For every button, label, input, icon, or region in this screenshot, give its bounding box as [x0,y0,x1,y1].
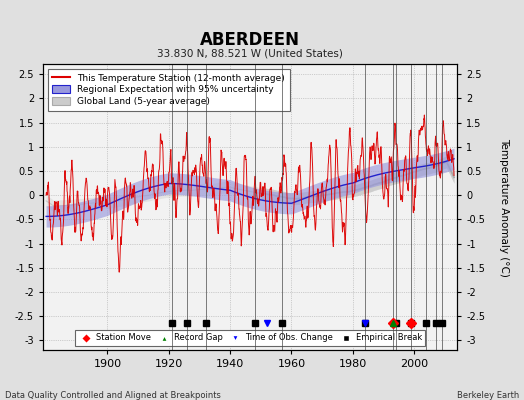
Text: Berkeley Earth: Berkeley Earth [456,391,519,400]
Text: 33.830 N, 88.521 W (United States): 33.830 N, 88.521 W (United States) [157,49,343,59]
Text: Data Quality Controlled and Aligned at Breakpoints: Data Quality Controlled and Aligned at B… [5,391,221,400]
Y-axis label: Temperature Anomaly (°C): Temperature Anomaly (°C) [499,138,509,277]
Title: ABERDEEN: ABERDEEN [200,31,300,49]
Legend: Station Move, Record Gap, Time of Obs. Change, Empirical Break: Station Move, Record Gap, Time of Obs. C… [75,330,425,346]
